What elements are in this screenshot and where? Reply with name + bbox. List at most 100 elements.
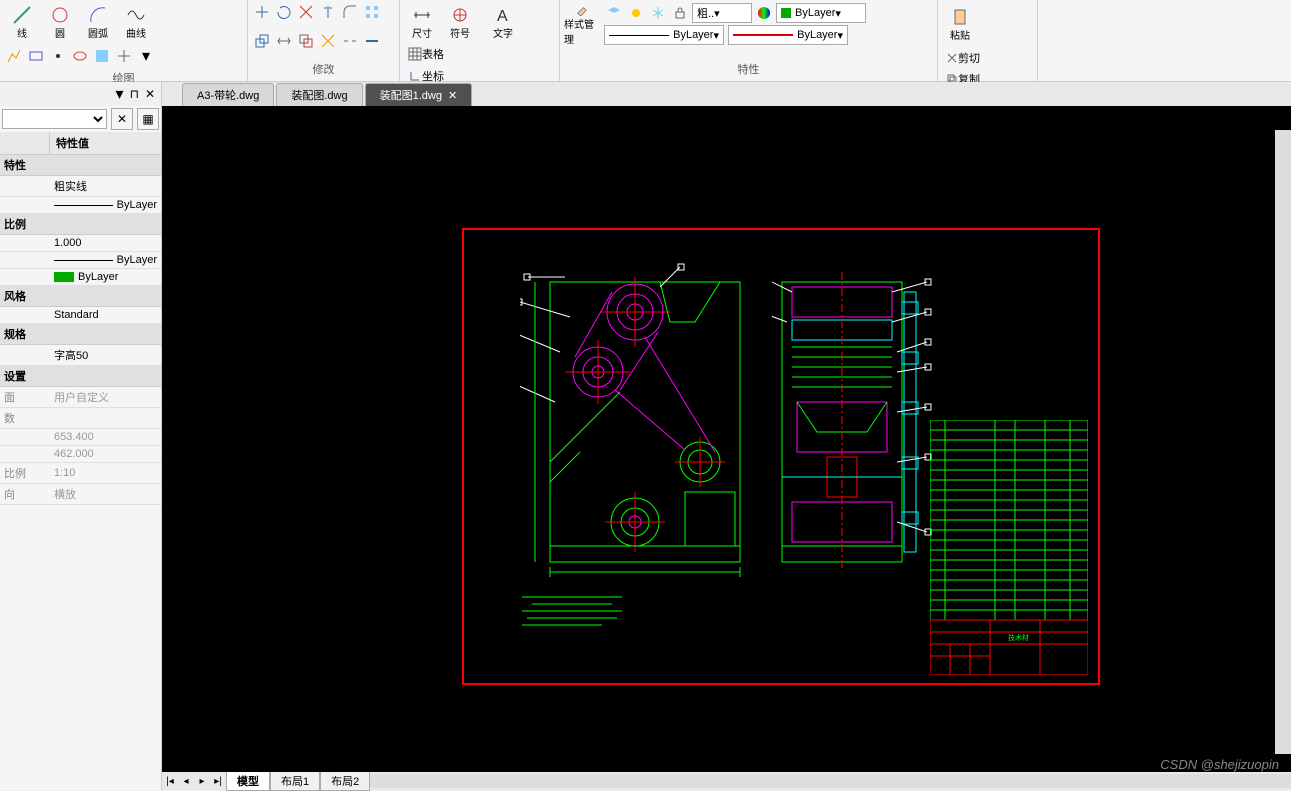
- prop-row[interactable]: Standard: [0, 307, 161, 324]
- model-canvas[interactable]: 技术材: [162, 106, 1291, 772]
- prop-row[interactable]: 粗实线: [0, 176, 161, 197]
- tab-doc[interactable]: 装配图.dwg: [276, 83, 362, 106]
- layer-on-icon[interactable]: [626, 3, 646, 23]
- tab-close-icon[interactable]: ✕: [448, 89, 457, 102]
- selector-row: ✕ ▦: [0, 106, 161, 132]
- join-icon[interactable]: [362, 31, 382, 51]
- layout-tabs: 模型 布局1 布局2: [226, 771, 370, 791]
- prop-row[interactable]: 462.000: [0, 446, 161, 463]
- prop-header-col1: [0, 132, 50, 154]
- scale-icon[interactable]: [252, 31, 272, 51]
- prop-row[interactable]: 1.000: [0, 235, 161, 252]
- table-tool[interactable]: 表格: [404, 44, 448, 64]
- watermark: CSDN @shejizuopin: [1160, 757, 1279, 772]
- prop-header-col2: 特性值: [50, 132, 95, 154]
- notes-block: [522, 592, 632, 642]
- prop-row[interactable]: 向横放: [0, 484, 161, 505]
- stretch-icon[interactable]: [274, 31, 294, 51]
- prop-row[interactable]: 字高50: [0, 345, 161, 366]
- ribbon-group-clipboard: 粘贴 剪切 复制 特性匹配 剪切板: [938, 0, 1038, 81]
- layer-lock-icon[interactable]: [670, 3, 690, 23]
- paste-tool[interactable]: 粘贴: [942, 2, 978, 46]
- curve-tool[interactable]: 曲线: [118, 2, 154, 42]
- ellipse-icon[interactable]: [70, 46, 90, 66]
- chevron-down-icon[interactable]: ▾: [136, 46, 156, 66]
- linetype2-combo[interactable]: ByLayer▾: [728, 25, 848, 45]
- cad-drawing-right: [772, 262, 932, 582]
- prop-row[interactable]: 比例1:10: [0, 463, 161, 484]
- break-icon[interactable]: [340, 31, 360, 51]
- prop-row[interactable]: ByLayer: [0, 269, 161, 286]
- circle-tool[interactable]: 圆: [42, 2, 78, 42]
- style-manager-tool[interactable]: 样式管理: [564, 2, 600, 46]
- tab-doc[interactable]: A3-带轮.dwg: [182, 83, 274, 106]
- offset-icon[interactable]: [296, 31, 316, 51]
- main-area: ▾ ⊓ ✕ ✕ ▦ 特性值 特性 粗实线 ByLayer 比例 1.000 By…: [0, 82, 1291, 790]
- nav-last-icon[interactable]: ▸|: [210, 776, 226, 787]
- prop-row[interactable]: 数: [0, 408, 161, 429]
- misc-icon[interactable]: [114, 46, 134, 66]
- nav-first-icon[interactable]: |◂: [162, 776, 178, 787]
- ribbon-group-annotate: 尺寸 符号 A文字 表格 坐标 标注: [400, 0, 560, 81]
- drawing-area: A3-带轮.dwg 装配图.dwg 装配图1.dwg✕: [162, 82, 1291, 790]
- layout-tab-model[interactable]: 模型: [226, 771, 270, 791]
- color-combo[interactable]: ByLayer▾: [776, 3, 866, 23]
- document-tabs: A3-带轮.dwg 装配图.dwg 装配图1.dwg✕: [162, 82, 1291, 106]
- cut-tool[interactable]: 剪切: [942, 48, 1006, 68]
- properties-panel: ▾ ⊓ ✕ ✕ ▦ 特性值 特性 粗实线 ByLayer 比例 1.000 By…: [0, 82, 162, 790]
- prop-row[interactable]: ByLayer: [0, 252, 161, 269]
- nav-prev-icon[interactable]: ◂: [178, 776, 194, 787]
- prop-row[interactable]: ByLayer: [0, 197, 161, 214]
- ribbon-label-modify: 修改: [252, 57, 395, 81]
- ribbon-toolbar: 线 圆 圆弧 曲线 ▾ 绘图: [0, 0, 1291, 82]
- prop-section: 特性: [0, 155, 161, 176]
- layout-tab1[interactable]: 布局1: [270, 771, 320, 791]
- layout-tab2[interactable]: 布局2: [320, 771, 370, 791]
- symbol-tool[interactable]: 符号: [442, 2, 478, 42]
- layer-icon[interactable]: [604, 3, 624, 23]
- nav-next-icon[interactable]: ▸: [194, 776, 210, 787]
- close-icon[interactable]: ✕: [145, 87, 155, 101]
- ribbon-group-modify: 修改: [248, 0, 400, 81]
- layer-freeze-icon[interactable]: [648, 3, 668, 23]
- title-block: 技术材: [930, 420, 1088, 675]
- prop-row[interactable]: 面用户自定义: [0, 387, 161, 408]
- pin-icon[interactable]: ⊓: [130, 87, 139, 101]
- ribbon-group-draw: 线 圆 圆弧 曲线 ▾ 绘图: [0, 0, 248, 81]
- array-icon[interactable]: [362, 2, 382, 22]
- arc-tool[interactable]: 圆弧: [80, 2, 116, 42]
- tab-doc-active[interactable]: 装配图1.dwg✕: [365, 83, 473, 106]
- horizontal-scrollbar[interactable]: [370, 774, 1291, 788]
- dropdown-icon[interactable]: ▾: [116, 84, 124, 104]
- prop-section: 规格: [0, 324, 161, 345]
- cad-drawing-left: [520, 262, 770, 582]
- vertical-scrollbar[interactable]: [1275, 130, 1291, 754]
- dimension-tool[interactable]: 尺寸: [404, 2, 440, 42]
- rect-icon[interactable]: [26, 46, 46, 66]
- panel-header: ▾ ⊓ ✕: [0, 82, 161, 106]
- prop-row[interactable]: 653.400: [0, 429, 161, 446]
- lineweight-combo[interactable]: 粗..▾: [692, 3, 752, 23]
- hatch-icon[interactable]: [92, 46, 112, 66]
- rotate-icon[interactable]: [274, 2, 294, 22]
- prop-section: 风格: [0, 286, 161, 307]
- color-icon[interactable]: [754, 3, 774, 23]
- linetype-combo[interactable]: ByLayer▾: [604, 25, 724, 45]
- mirror-icon[interactable]: [318, 2, 338, 22]
- move-icon[interactable]: [252, 2, 272, 22]
- text-tool[interactable]: A文字: [480, 2, 526, 42]
- property-table: 特性值 特性 粗实线 ByLayer 比例 1.000 ByLayer ByLa…: [0, 132, 161, 505]
- bottom-bar: |◂ ◂ ▸ ▸| 模型 布局1 布局2: [162, 772, 1291, 790]
- explode-icon[interactable]: [318, 31, 338, 51]
- pickfilter-icon[interactable]: ✕: [111, 108, 133, 130]
- ribbon-group-properties: 样式管理 粗..▾ ByLayer▾ ByLayer▾ ByLayer▾: [560, 0, 938, 81]
- quickselect-icon[interactable]: ▦: [137, 108, 159, 130]
- trim-icon[interactable]: [296, 2, 316, 22]
- prop-section: 设置: [0, 366, 161, 387]
- polyline-icon[interactable]: [4, 46, 24, 66]
- point-icon[interactable]: [48, 46, 68, 66]
- svg-text:A: A: [497, 8, 508, 25]
- selector-combo[interactable]: [2, 109, 107, 129]
- fillet-icon[interactable]: [340, 2, 360, 22]
- line-tool[interactable]: 线: [4, 2, 40, 42]
